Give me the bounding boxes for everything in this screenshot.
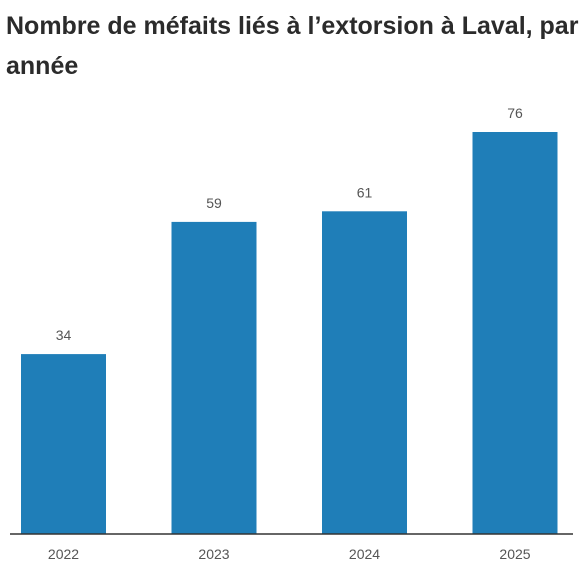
chart-title: Nombre de méfaits liés à l’extorsion à L… [6,12,579,80]
bar-2024 [322,211,407,535]
bar-2022 [21,354,106,534]
x-tick-label-2024: 2024 [349,546,380,562]
data-label-2023: 59 [206,195,222,211]
data-label-2025: 76 [507,105,523,121]
x-tick-label-2022: 2022 [48,546,79,562]
data-label-2024: 61 [357,184,373,200]
bar-2023 [171,221,257,534]
data-label-2022: 34 [56,327,72,343]
bar-2025 [472,132,558,534]
x-tick-label-2025: 2025 [499,546,530,562]
x-tick-label-2023: 2023 [198,546,229,562]
